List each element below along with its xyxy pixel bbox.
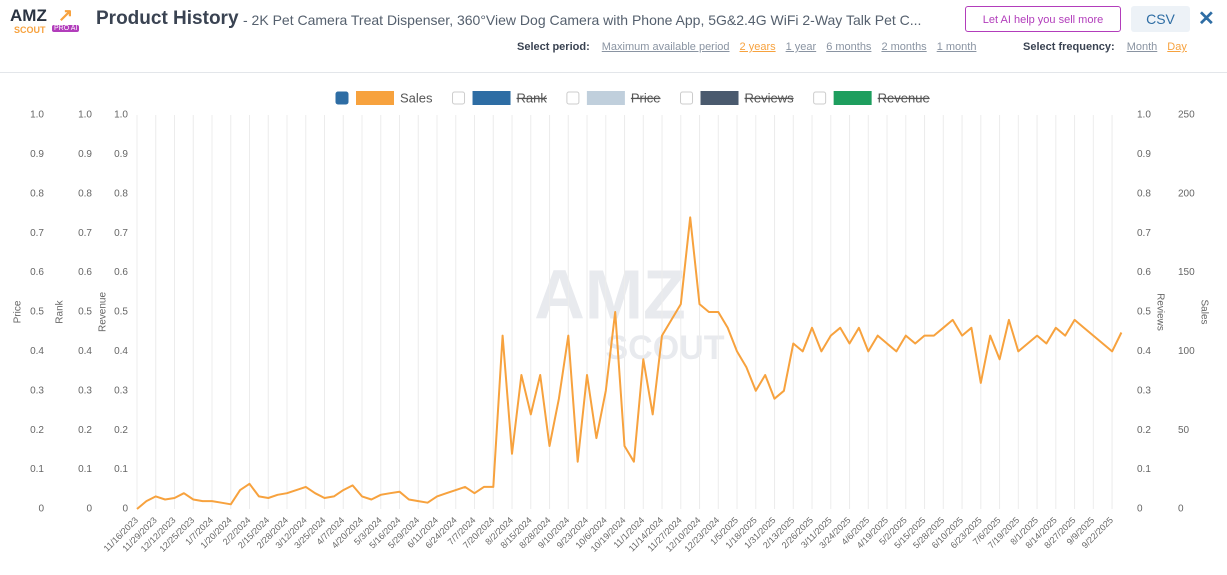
y-tick-label: 0.9	[114, 149, 128, 160]
y-tick-label: 0.8	[78, 188, 92, 199]
y-tick-label: 0.5	[1137, 307, 1151, 318]
y-tick-label: 0.3	[78, 385, 92, 396]
logo-icon: ↗	[58, 5, 74, 25]
y-tick-label: 0.3	[30, 385, 44, 396]
y-tick-label: 0.7	[1137, 228, 1151, 239]
y-tick-label: 0	[86, 504, 92, 515]
y-tick-label: 0	[1137, 504, 1143, 515]
period-label: Select period:	[517, 41, 590, 53]
y-tick-label: 0.3	[114, 385, 128, 396]
frequency-selector: Select frequency: Month Day	[1023, 41, 1197, 53]
legend-checkbox[interactable]	[335, 91, 349, 105]
y-tick-label: 0.8	[114, 188, 128, 199]
y-tick-label: 0.3	[1137, 385, 1151, 396]
period-option[interactable]: 2 months	[881, 41, 927, 53]
y-axis-title: Price	[13, 300, 24, 323]
period-option[interactable]: 6 months	[826, 41, 872, 53]
y-tick-label: 0	[38, 504, 44, 515]
legend-checkbox[interactable]	[566, 91, 580, 105]
legend-checkbox[interactable]	[452, 91, 466, 105]
y-tick-label: 0.2	[1137, 425, 1151, 436]
period-selector: Select period: Maximum available period 2 …	[517, 41, 986, 53]
y2-tick-label: 100	[1178, 346, 1195, 357]
y-tick-label: 0.7	[114, 228, 128, 239]
legend-label[interactable]: Price	[631, 90, 661, 105]
y2-tick-label: 150	[1178, 267, 1195, 278]
y-tick-label: 0.6	[30, 267, 44, 278]
period-option[interactable]: 2 years	[739, 41, 776, 53]
y-tick-label: 0.1	[78, 464, 92, 475]
legend-swatch[interactable]	[833, 91, 872, 105]
logo-sub: SCOUT	[14, 25, 46, 35]
legend-swatch[interactable]	[472, 91, 511, 105]
y-axis-title: Reviews	[1154, 293, 1165, 331]
subtitle: - 2K Pet Camera Treat Dispenser, 360°Vie…	[243, 12, 922, 28]
y-tick-label: 0.2	[114, 425, 128, 436]
logo-badge: PRO AI	[52, 25, 80, 32]
y-tick-label: 1.0	[78, 110, 92, 121]
legend-swatch[interactable]	[586, 91, 625, 105]
csv-button[interactable]: CSV	[1131, 6, 1190, 32]
y-tick-label: 0.8	[1137, 188, 1151, 199]
legend-label[interactable]: Rank	[517, 90, 548, 105]
legend-swatch[interactable]	[356, 91, 394, 105]
legend-label[interactable]: Reviews	[745, 90, 795, 105]
y-tick-label: 0.4	[78, 346, 92, 357]
y-tick-label: 1.0	[114, 110, 128, 121]
y-tick-label: 0.6	[114, 267, 128, 278]
y-axis-title: Rank	[55, 299, 66, 323]
y-tick-label: 0.5	[30, 307, 44, 318]
y2-tick-label: 0	[1178, 504, 1184, 515]
y-tick-label: 0.6	[1137, 267, 1151, 278]
y-tick-label: 0.9	[78, 149, 92, 160]
logo-main: AMZ	[10, 6, 47, 25]
close-button[interactable]: ✕	[1198, 8, 1215, 30]
legend-swatch[interactable]	[700, 91, 739, 105]
y-tick-label: 0.4	[1137, 346, 1151, 357]
title: Product History	[96, 8, 239, 29]
legend-checkbox[interactable]	[680, 91, 694, 105]
y2-tick-label: 50	[1178, 425, 1190, 436]
y-tick-label: 0.4	[30, 346, 44, 357]
y2-tick-label: 250	[1178, 110, 1195, 121]
y-tick-label: 0.2	[30, 425, 44, 436]
y-tick-label: 0.6	[78, 267, 92, 278]
frequency-label: Select frequency:	[1023, 41, 1115, 53]
logo: AMZ ↗ SCOUT PRO AI	[10, 5, 82, 36]
legend-checkbox[interactable]	[813, 91, 827, 105]
y-tick-label: 0.9	[1137, 149, 1151, 160]
y-tick-label: 0	[122, 504, 128, 515]
legend-label[interactable]: Revenue	[878, 90, 930, 105]
header: AMZ ↗ SCOUT PRO AI Product History - 2K …	[0, 0, 1227, 73]
period-option[interactable]: 1 month	[936, 41, 977, 53]
y-tick-label: 0.7	[78, 228, 92, 239]
period-option[interactable]: Maximum available period	[601, 41, 730, 53]
y-tick-label: 0.8	[30, 188, 44, 199]
frequency-option[interactable]: Month	[1126, 41, 1158, 53]
y-tick-label: 0.4	[114, 346, 128, 357]
y-tick-label: 0.7	[30, 228, 44, 239]
y-tick-label: 1.0	[1137, 110, 1151, 121]
y-tick-label: 0.5	[78, 307, 92, 318]
legend-label[interactable]: Sales	[400, 90, 433, 105]
ai-button[interactable]: Let AI help you sell more	[965, 6, 1121, 32]
y2-tick-label: 200	[1178, 188, 1195, 199]
y-tick-label: 0.9	[30, 149, 44, 160]
watermark: SCOUT	[606, 329, 725, 367]
sales-line	[136, 216, 1123, 510]
frequency-option[interactable]: Day	[1167, 41, 1187, 53]
y-tick-label: 0.1	[30, 464, 44, 475]
y-axis-title: Revenue	[98, 292, 109, 332]
watermark: AMZ	[534, 255, 686, 333]
y-tick-label: 0.5	[114, 307, 128, 318]
y-tick-label: 1.0	[30, 110, 44, 121]
y-tick-label: 0.2	[78, 425, 92, 436]
y-tick-label: 0.1	[114, 464, 128, 475]
period-option[interactable]: 1 year	[785, 41, 817, 53]
y2-axis-title: Sales	[1198, 299, 1209, 324]
y-tick-label: 0.1	[1137, 464, 1151, 475]
